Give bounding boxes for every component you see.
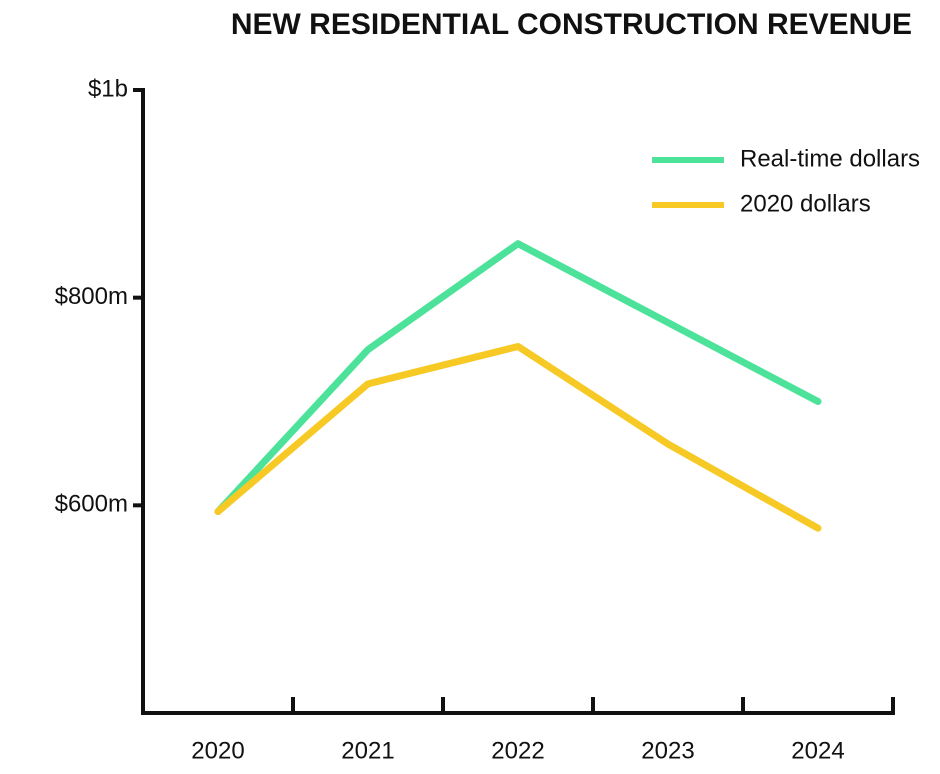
y-tick-label: $1b [88, 75, 128, 102]
series-line [214, 342, 822, 532]
y-tick-label: $600m [55, 491, 128, 518]
legend-label: Real-time dollars [740, 145, 920, 172]
x-tick-label: 2020 [191, 737, 244, 764]
series-line [214, 240, 822, 516]
y-tick-label: $800m [55, 283, 128, 310]
x-tick-label: 2022 [491, 737, 544, 764]
legend-label: 2020 dollars [740, 190, 871, 217]
x-tick-label: 2021 [341, 737, 394, 764]
x-tick-label: 2023 [641, 737, 694, 764]
chart-title: NEW RESIDENTIAL CONSTRUCTION REVENUE [231, 8, 912, 41]
x-tick-label: 2024 [791, 737, 844, 764]
